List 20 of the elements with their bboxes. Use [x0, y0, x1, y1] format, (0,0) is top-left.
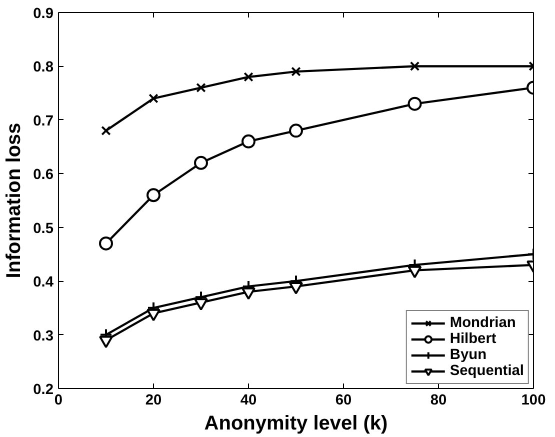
x-tick-label: 80 — [430, 392, 447, 408]
x-tick-label: 20 — [145, 392, 162, 408]
y-tick-label: 0.8 — [33, 60, 54, 76]
y-tick-label: 0.9 — [33, 6, 54, 22]
y-axis-title: Information loss — [3, 122, 26, 278]
legend-label: Sequential — [450, 363, 524, 379]
y-tick-label: 0.7 — [33, 113, 54, 130]
x-tick-label: 100 — [521, 392, 546, 408]
x-tick-label: 0 — [54, 392, 63, 408]
y-tick-label: 0.4 — [33, 274, 54, 291]
x-axis-title: Anonymity level (k) — [204, 412, 388, 434]
x-tick-label: 60 — [335, 392, 352, 408]
y-tick-label: 0.6 — [33, 167, 54, 184]
legend-label: Hilbert — [450, 331, 496, 347]
legend-label: Mondrian — [450, 315, 516, 331]
x-tick-label: 40 — [240, 392, 257, 408]
legend-label: Byun — [450, 347, 487, 363]
y-tick-label: 0.5 — [33, 220, 54, 237]
y-tick-label: 0.2 — [33, 382, 54, 398]
y-tick-label: 0.3 — [33, 328, 54, 344]
